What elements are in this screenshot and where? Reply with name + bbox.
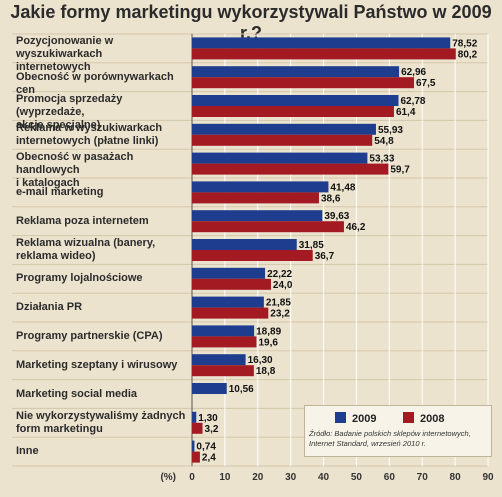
bar-2009 [192,296,264,308]
x-tick-label: 20 [252,472,264,483]
category-label: Programy lojalnościowe [16,272,143,285]
data-label-2008: 36,7 [315,251,335,262]
bar-2009 [192,123,376,135]
data-label-2009: 18,89 [256,326,281,337]
data-label-2009: 10,56 [229,384,254,395]
x-tick-label: 30 [285,472,297,483]
data-label-2008: 3,2 [205,424,219,435]
data-label-2008: 54,8 [374,136,394,147]
category-label: Reklama poza internetem [16,214,149,227]
bar-2008 [192,221,344,233]
data-label-2008: 67,5 [416,78,436,89]
bar-2009 [192,181,329,193]
data-label-2009: 31,85 [299,240,324,251]
data-label-2009: 39,63 [324,211,349,222]
data-label-2008: 23,2 [270,309,290,320]
legend: 2009 2008 Źródło: Badanie polskich sklep… [304,405,492,457]
data-label-2009: 21,85 [266,298,291,309]
bar-2009 [192,325,255,337]
data-label-2009: 78,52 [452,38,477,49]
data-label-2008: 80,2 [458,49,478,60]
category-label: Promocja sprzedaży (wyprzedaże, akcje spe… [16,93,123,131]
legend-item-2008: 2008 [403,412,444,425]
bar-2008 [192,336,257,348]
x-tick-label: 0 [189,472,195,483]
category-label: Inne [16,445,39,458]
bar-2008 [192,422,203,434]
data-label-2009: 1,30 [198,413,218,424]
category-label: Reklama wizualna (banery, reklama wideo) [16,237,156,262]
category-label: Pozycjonowanie w wyszukiwarkach interneto… [16,35,114,74]
bar-2009 [192,95,399,106]
data-label-2009: 62,78 [400,96,425,107]
legend-item-2009: 2009 [335,412,376,425]
data-label-2009: 16,30 [248,355,273,366]
bar-2009 [192,239,297,250]
data-label-2009: 22,22 [267,269,292,280]
category-label: Obecność w porównywarkach cen [16,70,174,96]
bar-2008 [192,250,313,261]
category-label: Marketing szeptany i wirusowy [16,358,178,371]
x-tick-label: 60 [384,472,396,483]
bar-2008 [192,451,200,463]
category-label: e-mail marketing [16,185,104,198]
bar-2009 [192,152,368,164]
x-tick-label: 40 [318,472,330,483]
bar-2009 [192,354,246,366]
data-label-2008: 61,4 [396,107,416,118]
data-label-2009: 53,33 [369,154,394,165]
data-label-2009: 55,93 [378,125,403,136]
x-axis-label: (%) [160,472,176,483]
category-label: Reklama w wyszukiwarkach internetowych (p… [16,121,163,147]
bar-2008 [192,163,389,175]
category-label: Nie wykorzystywaliśmy żadnych form market… [16,409,186,435]
category-label: Marketing social media [16,387,138,400]
bar-2008 [192,48,456,60]
x-tick-label: 90 [482,472,494,483]
bar-2009 [192,440,195,452]
x-tick-label: 50 [351,472,363,483]
bar-2008 [192,106,394,117]
bar-2009 [192,383,227,394]
source-note: Źródło: Badanie polskich sklepów interne… [309,429,471,448]
data-label-2008: 24,0 [273,280,293,291]
bar-2008 [192,134,373,146]
data-label-2009: 0,74 [196,442,216,453]
x-tick-label: 10 [219,472,231,483]
bar-2008 [192,192,319,204]
data-label-2008: 19,6 [258,337,278,348]
legend-label-2008: 2008 [420,413,445,425]
bar-2009 [192,411,197,423]
bar-2009 [192,66,400,78]
category-label: Programy partnerskie (CPA) [16,329,163,342]
category-label: Działania PR [16,301,83,314]
legend-swatch-2009 [335,412,346,423]
x-tick-label: 80 [450,472,462,483]
bar-2008 [192,77,414,89]
data-label-2009: 62,96 [401,67,426,78]
data-label-2008: 46,2 [346,222,366,233]
bar-2009 [192,37,451,49]
bar-2009 [192,210,323,222]
bar-2008 [192,365,254,377]
category-label: Obecność w pasażach handlowych i kataloga… [16,150,134,189]
legend-label-2009: 2009 [352,413,377,425]
data-label-2009: 41,48 [330,182,355,193]
bar-2009 [192,267,266,279]
data-label-2008: 38,6 [321,193,341,204]
legend-swatch-2008 [403,412,414,423]
x-tick-label: 70 [417,472,429,483]
data-label-2008: 2,4 [202,453,216,464]
data-label-2008: 18,8 [256,366,276,377]
bar-2008 [192,278,271,290]
bar-2008 [192,307,269,319]
data-label-2008: 59,7 [390,165,410,176]
